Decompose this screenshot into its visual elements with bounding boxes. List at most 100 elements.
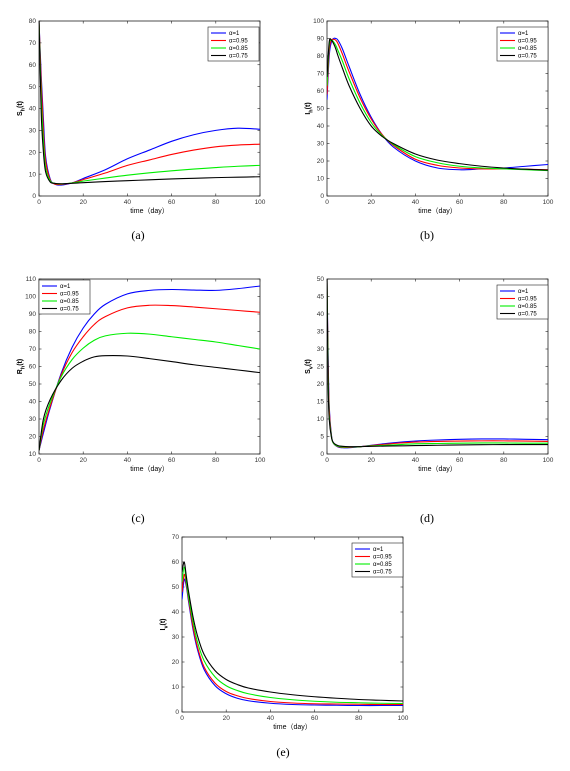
x-tick-label: 40 [124,457,132,464]
x-tick-label: 80 [500,457,508,464]
x-axis-label: time（day） [273,723,312,731]
y-tick-label: 100 [313,18,324,25]
series-line-085 [39,332,260,451]
x-axis-label: time（day） [130,465,169,473]
y-tick-label: 40 [317,311,325,318]
series-line-095 [39,21,260,186]
y-tick-label: 20 [29,434,37,441]
x-tick-label: 60 [168,457,176,464]
x-tick-label: 60 [168,199,176,206]
x-tick-label: 60 [311,715,319,722]
y-tick-label: 90 [29,311,37,318]
y-tick-label: 80 [29,329,37,336]
series-line-075 [39,355,260,451]
legend-label: α=0.75 [518,54,537,60]
y-tick-label: 0 [32,193,36,200]
y-axis-label-sub: h [21,365,27,369]
y-tick-label: 80 [29,18,37,25]
y-tick-label: 0 [320,193,324,200]
legend-label: α=0.75 [373,570,392,576]
x-tick-label: 0 [180,715,184,722]
x-tick-label: 40 [267,715,275,722]
x-axis-label: time（day） [130,207,169,215]
legend: α=1 α=0.95α=0.85 α=0.75 [207,26,260,62]
y-tick-label: 10 [172,684,180,691]
y-tick-label: 40 [29,106,37,113]
legend-label: α=1 [229,31,240,37]
chart-panel-d: 0 20 40 60 80 100 0 5 10 15 20 25 30 35 40 45 50 time（day… [305,276,554,525]
legend-label: α=0.85 [60,299,79,305]
series-line-085 [182,566,403,705]
x-tick-label: 100 [255,199,266,206]
legend-label: α=0.85 [373,562,392,568]
x-tick-label: 0 [37,457,41,464]
y-tick-label: 50 [172,584,180,591]
y-axis-label: Sv(t) [305,359,315,374]
y-tick-label: 20 [172,659,180,666]
y-axis-label-sub: v [309,365,315,369]
y-tick-label: 30 [172,634,180,641]
y-tick-label: 35 [317,329,325,336]
x-tick-label: 40 [412,199,420,206]
series-line-085 [39,21,260,185]
y-axis-label-rest: (t) [305,359,312,366]
y-tick-label: 50 [317,276,325,283]
y-tick-label: 100 [25,294,36,301]
series-line-075 [327,279,548,448]
legend: α=1 α=0.95α=0.85 α=0.75 [496,284,549,320]
x-tick-label: 20 [368,457,376,464]
legend-label: α=0.95 [518,297,537,303]
y-tick-label: 60 [29,62,37,69]
y-tick-label: 50 [317,106,325,113]
series-line-085 [327,39,548,172]
legend-label: α=0.85 [229,46,248,52]
y-axis-label: Ih(t) [305,102,315,114]
series-line-075 [39,21,260,185]
legend: α=1 α=0.95α=0.85 α=0.75 [496,26,549,62]
series-group [39,285,260,451]
legend-label: α=0.75 [60,307,79,313]
y-tick-label: 60 [317,88,325,95]
y-axis-label-sub: h [21,107,27,111]
x-tick-label: 80 [500,199,508,206]
y-tick-label: 50 [29,84,37,91]
y-tick-label: 90 [317,36,325,43]
x-tick-label: 80 [355,715,363,722]
y-tick-label: 30 [29,416,37,423]
y-tick-label: 20 [317,158,325,165]
panel-caption: (a) [131,228,144,242]
x-tick-label: 0 [325,457,329,464]
y-tick-label: 5 [320,434,324,441]
x-tick-label: 0 [37,199,41,206]
y-axis-label-rest: (t) [305,102,312,109]
y-tick-label: 30 [317,346,325,353]
y-tick-label: 30 [317,141,325,148]
legend-label: α=0.95 [229,39,248,45]
y-tick-label: 20 [317,381,325,388]
series-group [39,21,260,186]
y-tick-label: 40 [317,123,325,130]
y-tick-label: 70 [317,71,325,78]
y-axis-label-rest: (t) [160,618,167,625]
x-tick-label: 60 [456,199,464,206]
y-axis-label-sub: v [164,625,170,629]
y-tick-label: 50 [29,381,37,388]
chart-panel-a: 0 20 40 60 80 100 0 10 20 30 40 50 60 70 80 time（day） Sh… [17,18,266,242]
panel-caption: (d) [420,511,434,525]
x-tick-label: 20 [223,715,231,722]
y-axis-label-main: R [17,369,24,374]
series-group [327,37,548,172]
y-tick-label: 10 [317,416,325,423]
legend-label: α=0.85 [518,46,537,52]
chart-panel-c: 0 20 40 60 80 100 10 20 30 40 50 60 70 80 90 100 110 time… [17,276,266,525]
x-tick-label: 40 [124,199,132,206]
y-tick-label: 10 [29,451,37,458]
y-tick-label: 40 [172,609,180,616]
x-tick-label: 0 [325,199,329,206]
legend-label: α=1 [518,31,529,37]
y-tick-label: 25 [317,364,325,371]
legend: α=1 α=0.95α=0.85 α=0.75 [38,279,91,315]
series-line-075 [327,38,548,171]
y-tick-label: 60 [29,364,37,371]
